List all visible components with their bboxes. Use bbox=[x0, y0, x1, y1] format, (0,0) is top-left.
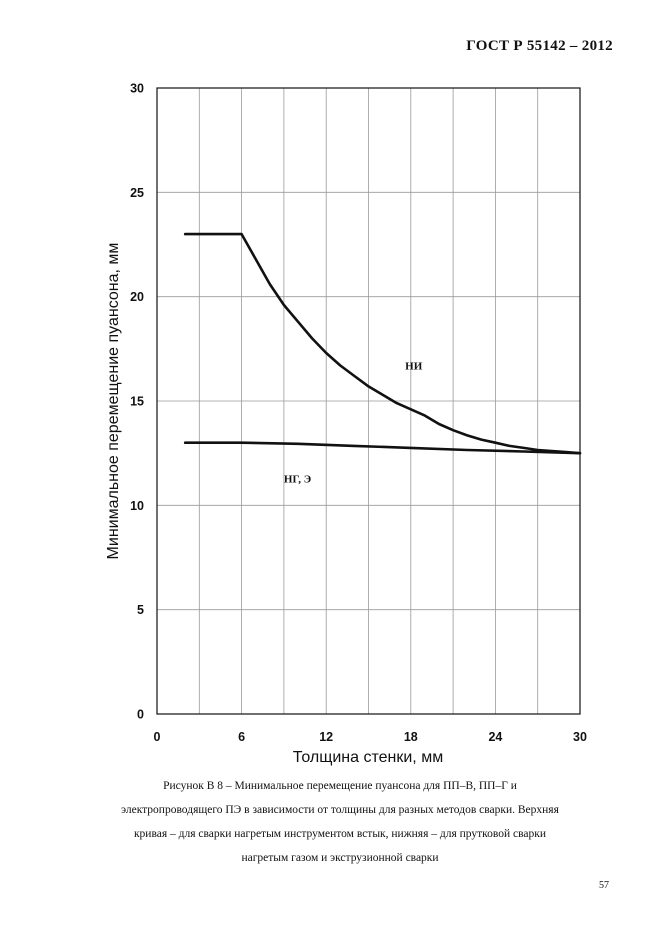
figure-caption: Рисунок В 8 – Минимальное перемещение пу… bbox=[80, 774, 600, 870]
caption-line: Рисунок В 8 – Минимальное перемещение пу… bbox=[163, 780, 517, 792]
x-tick-label: 12 bbox=[319, 730, 333, 744]
series-line-2 bbox=[183, 441, 582, 455]
caption-line: электропроводящего ПЭ в зависимости от т… bbox=[121, 804, 559, 816]
caption-line: кривая – для сварки нагретым инструменто… bbox=[133, 828, 547, 840]
caption-line: нагретым газом и экструзионной сварки bbox=[241, 852, 439, 864]
y-tick-label: 0 bbox=[137, 708, 144, 722]
x-tick-label: 18 bbox=[404, 730, 418, 744]
curve-label: НИ bbox=[405, 361, 423, 373]
chart-grid bbox=[157, 88, 580, 714]
y-tick-label: 30 bbox=[130, 82, 144, 96]
x-tick-label: 6 bbox=[238, 730, 245, 744]
document-header: ГОСТ Р 55142 – 2012 bbox=[466, 38, 613, 54]
x-tick-label: 0 bbox=[154, 730, 161, 744]
y-tick-label: 20 bbox=[130, 290, 144, 304]
y-axis-label: Минимальное перемещение пуансона, мм bbox=[105, 243, 122, 560]
y-tick-label: 10 bbox=[130, 499, 144, 513]
page-number: 57 bbox=[599, 880, 609, 891]
tick-labels: 0 6 12 18 24 30 0 5 10 15 20 25 30 bbox=[130, 82, 587, 745]
y-tick-label: 5 bbox=[137, 603, 144, 617]
annotations: НИ НГ, Э bbox=[284, 361, 423, 486]
series-layer bbox=[183, 232, 582, 455]
x-axis-label: Толщина стенки, мм bbox=[293, 749, 443, 766]
plot-border bbox=[156, 87, 581, 715]
plot-frame bbox=[156, 87, 581, 715]
x-tick-label: 30 bbox=[573, 730, 587, 744]
y-tick-label: 25 bbox=[130, 186, 144, 200]
x-tick-label: 24 bbox=[488, 730, 502, 744]
line-chart: 0 6 12 18 24 30 0 5 10 15 20 25 30 НИ НГ, Э Толщина с… bbox=[105, 82, 587, 767]
series-line-1 bbox=[183, 232, 582, 455]
y-tick-label: 15 bbox=[130, 395, 144, 409]
curve-label: НГ, Э bbox=[284, 473, 311, 485]
